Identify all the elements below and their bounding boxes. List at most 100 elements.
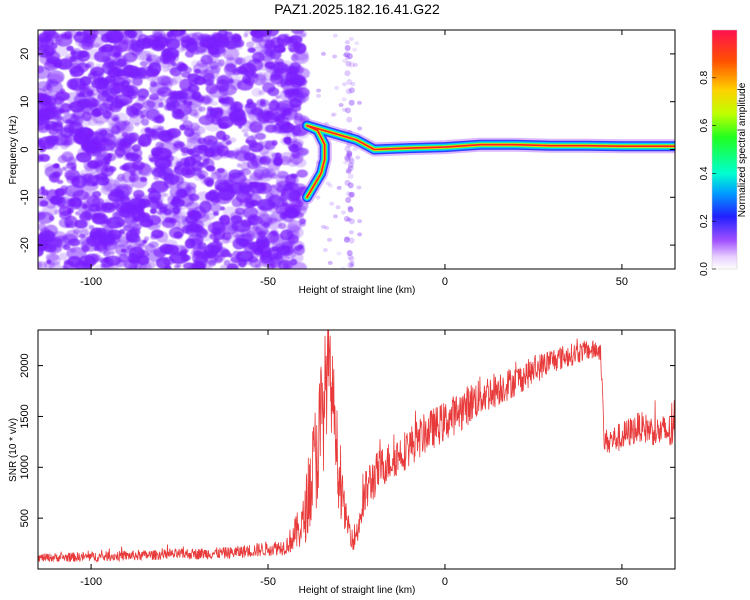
spectrogram-speckle [142, 239, 148, 244]
spectrogram-speckle [66, 78, 79, 90]
spectrogram-speckle [346, 79, 353, 86]
colorbar-gradient [712, 30, 737, 269]
spectrogram-speckle [44, 165, 63, 179]
spectrogram-speckle [289, 62, 301, 72]
spectrogram-speckle [354, 41, 360, 46]
spectrogram-speckle [347, 182, 354, 189]
y-tick-label: 2000 [19, 353, 31, 377]
spectrogram-speckle [103, 257, 110, 263]
spectrogram-speckle [345, 191, 351, 196]
spectrogram-speckle [332, 214, 338, 219]
spectrogram-speckle [84, 243, 92, 250]
spectrogram-speckle [345, 236, 351, 241]
colorbar-tick-label: 0.6 [699, 118, 710, 132]
spectrogram-speckle [174, 165, 180, 170]
y-tick-label: 20 [19, 48, 31, 60]
spectrogram-speckle [269, 206, 278, 213]
spectrogram-speckle [77, 92, 85, 98]
snr-y-axis-label: SNR (10 * v/v) [8, 418, 19, 482]
y-tick-label: -20 [19, 237, 31, 253]
spectrogram-speckle [228, 169, 242, 179]
spectrogram-speckle [46, 73, 64, 85]
spectrogram-speckle [210, 100, 219, 106]
snr-panel: -100 -50 0 50 500 1000 1500 2000 Height of str… [8, 329, 676, 596]
snr-line [38, 330, 675, 563]
y-tick-label: 0 [19, 146, 31, 152]
spectrogram-speckle [343, 215, 350, 222]
spectrogram-speckle [205, 83, 219, 95]
spectrogram-speckle [95, 201, 108, 214]
spectrogram-speckle [347, 161, 354, 168]
spectrogram-speckle [335, 205, 341, 210]
spectrogram-speckle [257, 213, 272, 226]
spectrogram-signal-track [300, 118, 675, 205]
spectrogram-x-ticks: -100 -50 0 50 [80, 30, 628, 288]
spectrogram-speckle [189, 108, 198, 117]
spectrogram-speckle [336, 185, 342, 190]
spectrogram-speckle [222, 236, 230, 244]
spectrogram-speckle [343, 160, 349, 165]
spectrogram-speckle [171, 214, 181, 223]
spectrogram-speckle [262, 82, 276, 93]
spectrogram-speckle [192, 62, 209, 74]
spectrogram-speckle [256, 235, 270, 248]
spectrogram-speckle [357, 219, 363, 224]
spectrogram-speckle [347, 254, 354, 261]
spectrogram-speckle [334, 85, 340, 90]
spectrogram-speckle [89, 98, 100, 108]
spectrogram-speckle [71, 219, 92, 233]
spectrogram-speckle [226, 263, 238, 269]
spectrogram-speckle [345, 196, 352, 203]
spectrogram-speckle [241, 128, 249, 133]
spectrogram-speckle [251, 216, 258, 222]
spectrogram-speckle [214, 255, 223, 264]
spectrogram-speckle [345, 169, 351, 174]
spectrogram-speckle [262, 110, 280, 124]
spectrogram-speckle [120, 248, 127, 253]
spectrogram-speckle [141, 118, 150, 126]
spectrogram-speckle [87, 71, 97, 80]
spectrogram-speckle [76, 101, 93, 113]
spectrogram-speckle [38, 188, 46, 196]
spectrogram-speckle [181, 151, 188, 157]
spectrogram-speckle [355, 155, 361, 160]
spectrogram-speckle [132, 244, 142, 253]
spectrogram-speckle [146, 100, 157, 108]
spectrogram-speckle [66, 175, 77, 184]
spectrogram-speckle [346, 249, 353, 256]
spectrogram-speckle [291, 150, 300, 158]
spectrogram-speckle [349, 61, 356, 68]
spectrogram-speckle [231, 220, 251, 233]
spectrogram-speckle [110, 124, 121, 135]
spectrogram-speckle [159, 243, 174, 254]
spectrogram-speckle [161, 192, 168, 197]
spectrogram-speckle [102, 110, 112, 120]
spectrogram-speckle [220, 206, 226, 211]
spectrogram-speckle [219, 214, 231, 226]
spectrogram-speckle [149, 128, 167, 140]
spectrogram-speckle [128, 114, 144, 125]
spectrogram-speckle [38, 195, 49, 207]
spectrogram-speckle [79, 76, 92, 86]
spectrogram-speckle [62, 109, 70, 115]
spectrogram-speckle [46, 81, 64, 94]
spectrogram-speckle [260, 202, 272, 212]
spectrogram-speckle [78, 132, 84, 138]
spectrogram-speckle [348, 37, 354, 42]
spectrogram-speckle [67, 30, 78, 39]
spectrogram-speckle [239, 197, 255, 208]
x-tick-label: 0 [442, 576, 448, 588]
spectrogram-speckle [345, 167, 352, 174]
spectrogram-speckle [183, 161, 191, 167]
spectrogram-speckle [92, 190, 102, 198]
spectrogram-speckle [180, 254, 191, 262]
spectrogram-speckle [346, 116, 353, 123]
spectrogram-speckle [270, 36, 285, 49]
x-tick-label: -50 [260, 276, 276, 288]
spectrogram-speckle [70, 166, 77, 171]
spectrogram-signal-track [306, 124, 675, 199]
spectrogram-speckle [207, 259, 217, 267]
spectrogram-speckle [38, 260, 48, 269]
spectrogram-speckle [179, 63, 186, 70]
spectrogram-speckle [104, 263, 119, 269]
